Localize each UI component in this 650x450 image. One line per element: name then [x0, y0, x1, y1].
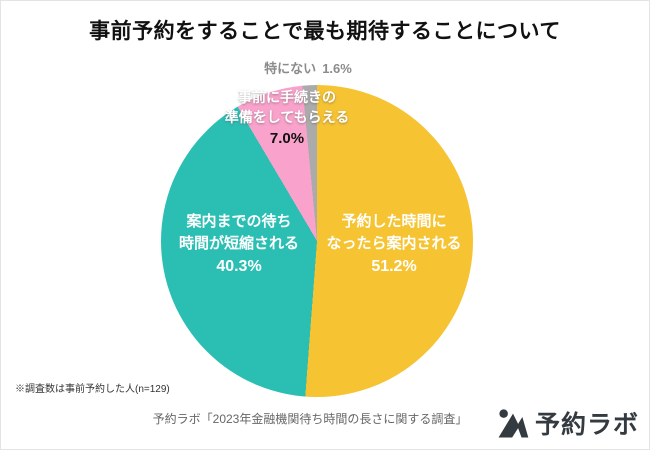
segment-label-line2: 準備をしてもらえる: [224, 109, 350, 126]
segment-label-shorter-waiting-time: 案内までの待ち 時間が短縮される 40.3%: [157, 211, 321, 278]
pie-chart: [161, 85, 473, 397]
segment-label-line1: 案内までの待ち: [186, 213, 292, 230]
segment-label-none: 特にない 1.6%: [1, 58, 615, 77]
segment-label-line2: 時間が短縮される: [178, 234, 299, 252]
segment-label-line1: 事前に手続きの: [238, 89, 336, 105]
segment-percentage: 40.3%: [216, 257, 262, 275]
segment-percentage: 7.0%: [269, 129, 305, 147]
pie-chart-area: 予約した時間に なったら案内される 51.2% 案内までの待ち 時間が短縮される…: [161, 85, 473, 397]
segment-label-guided-at-reserved-time: 予約した時間に なったら案内される 51.2%: [309, 211, 479, 278]
yoyaku-lab-logo-icon: [498, 409, 529, 438]
segment-percentage: 51.2%: [371, 257, 417, 275]
yoyaku-lab-logo: 予約ラボ: [496, 405, 639, 441]
yoyaku-lab-logo-text: 予約ラボ: [534, 411, 639, 439]
source-citation: 予約ラボ「2023年金融機関待ち時間の長さに関する調査」: [152, 412, 468, 426]
segment-label-procedures-prepared: 事前に手続きの 準備をしてもらえる 7.0%: [199, 87, 375, 149]
chart-title: 事前予約をすることで最も期待することについて: [89, 20, 561, 43]
segment-label-line1: 予約した時間に: [341, 213, 447, 230]
sample-size-note: ※調査数は事前予約した人(n=129): [15, 384, 170, 395]
none-label-pct: 1.6%: [322, 61, 352, 76]
segment-label-line2: なったら案内される: [326, 234, 462, 252]
none-label-text: 特にない: [264, 61, 317, 76]
